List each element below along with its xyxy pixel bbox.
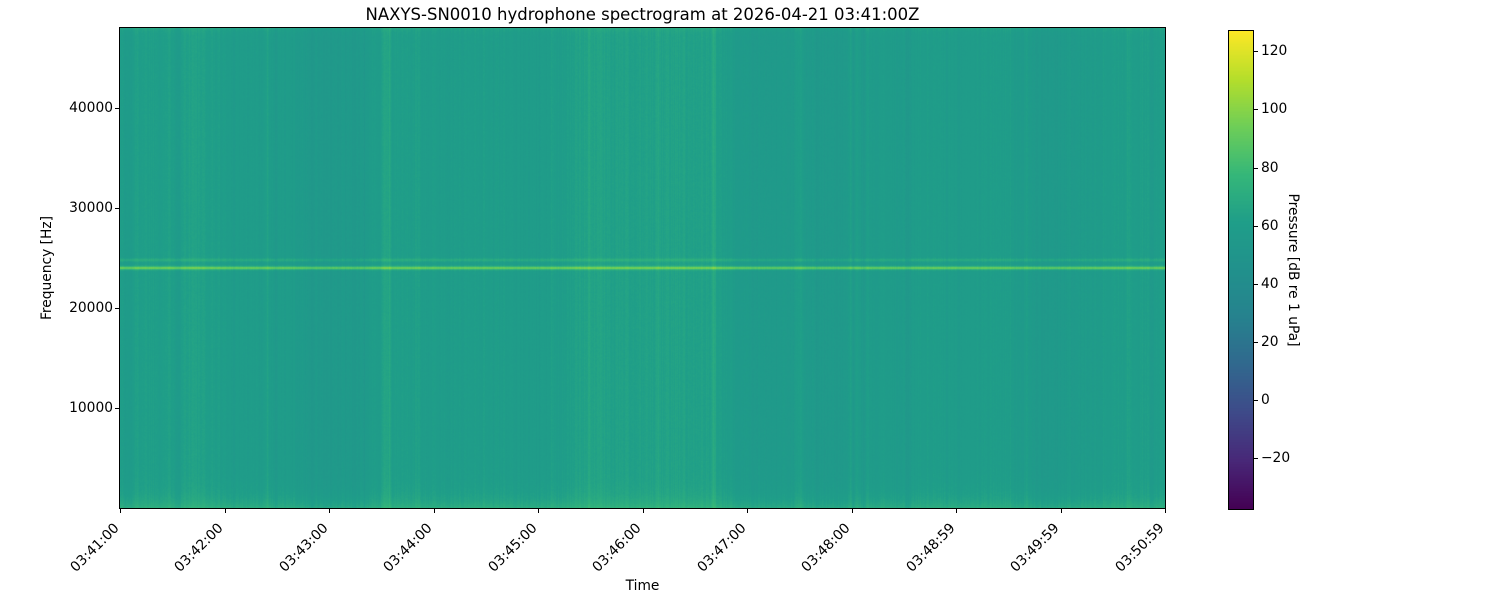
x-tick-mark (225, 509, 226, 513)
y-tick-label: 30000 (69, 200, 113, 216)
colorbar-tick-label: 20 (1261, 334, 1279, 350)
plot-title: NAXYS-SN0010 hydrophone spectrogram at 2… (365, 5, 920, 24)
colorbar-tick-mark (1254, 168, 1258, 169)
colorbar-tick-mark (1254, 109, 1258, 110)
x-tick-label: 03:49:59 (1007, 520, 1063, 576)
colorbar-tick-mark (1254, 400, 1258, 401)
x-axis-label: Time (625, 578, 660, 594)
colorbar-gradient (1229, 31, 1253, 509)
y-tick-mark (115, 208, 119, 209)
x-tick-label: 03:43:00 (276, 520, 332, 576)
colorbar-tick-label: 100 (1261, 101, 1288, 117)
colorbar (1228, 30, 1254, 510)
y-tick-mark (115, 108, 119, 109)
x-tick-mark (120, 509, 121, 513)
colorbar-tick-mark (1254, 226, 1258, 227)
y-tick-label: 20000 (69, 300, 113, 316)
x-tick-label: 03:42:00 (171, 520, 227, 576)
colorbar-tick-label: 60 (1261, 218, 1279, 234)
x-tick-mark (852, 509, 853, 513)
spectrogram-image (120, 28, 1165, 508)
colorbar-tick-label: 40 (1261, 276, 1279, 292)
colorbar-tick-label: 80 (1261, 160, 1279, 176)
x-tick-label: 03:48:00 (798, 520, 854, 576)
y-tick-mark (115, 408, 119, 409)
x-tick-label: 03:47:00 (694, 520, 750, 576)
colorbar-tick-mark (1254, 51, 1258, 52)
colorbar-tick-label: 120 (1261, 43, 1288, 59)
y-tick-label: 40000 (69, 100, 113, 116)
colorbar-tick-mark (1254, 342, 1258, 343)
x-tick-mark (434, 509, 435, 513)
y-tick-mark (115, 308, 119, 309)
colorbar-tick-mark (1254, 284, 1258, 285)
colorbar-label: Pressure [dB re 1 uPa] (1285, 193, 1301, 347)
x-tick-label: 03:45:00 (485, 520, 541, 576)
x-tick-mark (747, 509, 748, 513)
colorbar-tick-mark (1254, 458, 1258, 459)
x-tick-mark (1165, 509, 1166, 513)
y-tick-label: 10000 (69, 400, 113, 416)
colorbar-tick-label: 0 (1261, 392, 1270, 408)
x-tick-label: 03:41:00 (67, 520, 123, 576)
plot-area (119, 27, 1166, 509)
y-axis-label: Frequency [Hz] (39, 215, 55, 321)
x-tick-mark (1061, 509, 1062, 513)
x-tick-mark (538, 509, 539, 513)
x-tick-label: 03:50:59 (1112, 520, 1168, 576)
x-tick-mark (329, 509, 330, 513)
colorbar-tick-label: −20 (1261, 450, 1291, 466)
x-tick-label: 03:48:59 (903, 520, 959, 576)
x-tick-mark (956, 509, 957, 513)
x-tick-mark (643, 509, 644, 513)
x-tick-label: 03:46:00 (589, 520, 645, 576)
x-tick-label: 03:44:00 (380, 520, 436, 576)
